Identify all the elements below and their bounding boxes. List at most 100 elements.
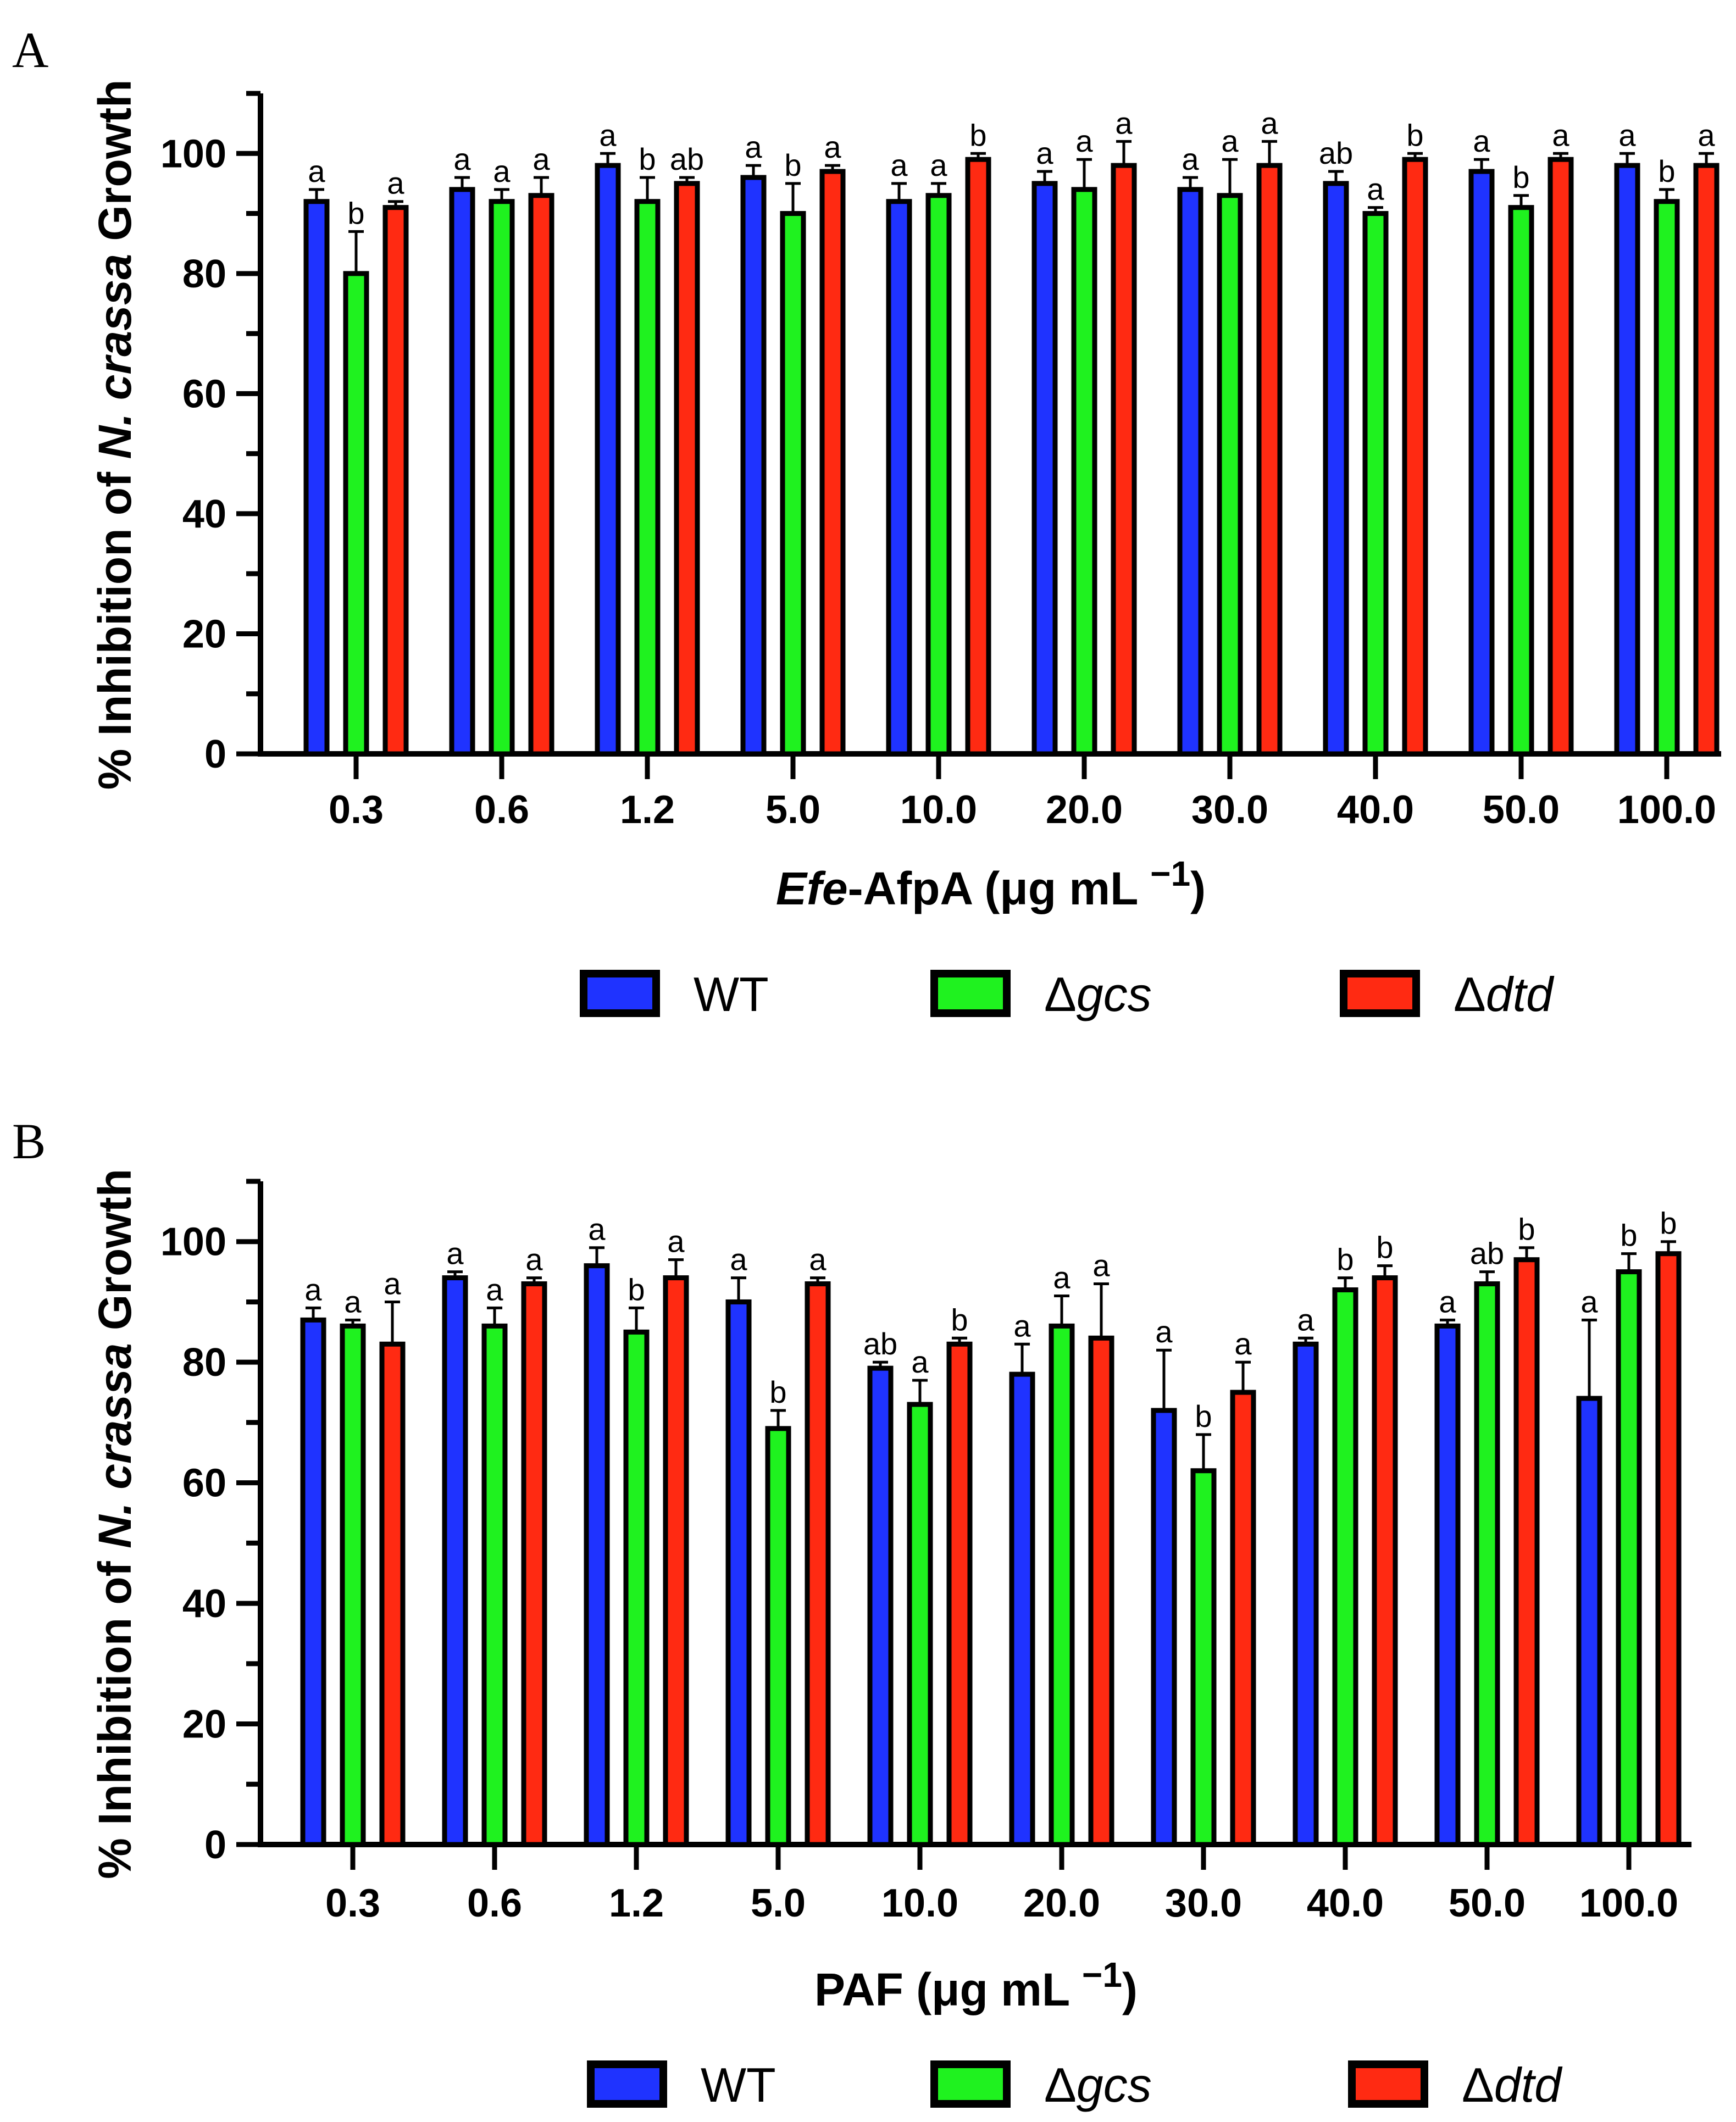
bar-WT xyxy=(1293,1341,1319,1847)
significance-label: a xyxy=(525,1242,543,1277)
significance-label: a xyxy=(493,154,511,188)
significance-label: a xyxy=(930,148,947,182)
significance-label: a xyxy=(745,130,762,164)
bar-gcs xyxy=(1474,1281,1500,1847)
significance-label: a xyxy=(1473,124,1490,158)
x-tick-label: 30.0 xyxy=(1165,1881,1242,1925)
y-tick-label: 0 xyxy=(204,732,226,776)
x-tick-label: 40.0 xyxy=(1307,1881,1384,1925)
bar-WT xyxy=(1468,169,1495,757)
y-tick-label: 40 xyxy=(182,1582,226,1626)
bar-WT xyxy=(1009,1371,1035,1847)
significance-label: a xyxy=(1552,118,1569,152)
panel-letter-b: B xyxy=(12,1113,46,1169)
bar-gcs xyxy=(1332,1287,1358,1847)
bar-WT xyxy=(1177,187,1203,757)
significance-label: b xyxy=(784,148,801,182)
legend-label-WT: WT xyxy=(694,967,769,1021)
legend-swatch-WT xyxy=(580,970,660,1017)
bar-gcs xyxy=(340,1323,366,1847)
bar-WT xyxy=(303,199,330,757)
bar-WT xyxy=(1614,163,1640,757)
significance-label: ab xyxy=(863,1326,897,1361)
bar-gcs xyxy=(1071,187,1097,757)
significance-label: a xyxy=(1698,118,1715,152)
y-tick-label: 40 xyxy=(182,492,226,536)
bar-WT xyxy=(595,163,621,757)
significance-label: a xyxy=(1439,1284,1456,1319)
bar-dtd xyxy=(528,193,554,757)
bar-gcs xyxy=(1654,199,1680,757)
significance-label: a xyxy=(344,1284,362,1319)
bar-dtd xyxy=(805,1281,831,1847)
x-tick-label: 50.0 xyxy=(1449,1881,1526,1925)
significance-label: a xyxy=(453,142,471,176)
significance-label: a xyxy=(1075,124,1093,158)
x-tick-label: 5.0 xyxy=(766,788,820,832)
x-tick-label: 40.0 xyxy=(1337,788,1414,832)
significance-label: a xyxy=(1036,136,1053,170)
x-tick-label: 5.0 xyxy=(751,1881,806,1925)
significance-label: a xyxy=(1092,1248,1110,1283)
significance-label: a xyxy=(1155,1314,1173,1349)
y-tick-label: 0 xyxy=(204,1823,226,1867)
significance-label: a xyxy=(1367,172,1384,207)
bar-dtd xyxy=(1402,157,1428,757)
legend-swatch-gcs xyxy=(930,2060,1011,2108)
x-tick-label: 0.3 xyxy=(325,1881,380,1925)
significance-label: b xyxy=(1518,1212,1535,1247)
bar-gcs xyxy=(1362,211,1389,757)
legend-label-gcs: Δgcs xyxy=(1044,967,1152,1021)
bar-dtd xyxy=(965,157,991,757)
x-tick-label: 1.2 xyxy=(609,1881,664,1925)
x-axis-title: PAF (μg mL −1) xyxy=(814,1955,1138,2015)
significance-label: b xyxy=(1658,154,1675,188)
y-axis-title: % Inhibition of N. crassa Growth xyxy=(89,1169,141,1879)
x-tick-label: 0.6 xyxy=(467,1881,522,1925)
bar-gcs xyxy=(1616,1269,1642,1847)
significance-label: a xyxy=(911,1345,929,1379)
panel-letter-a: A xyxy=(12,22,48,78)
bar-WT xyxy=(1434,1323,1461,1847)
bar-dtd xyxy=(946,1341,973,1847)
bar-dtd xyxy=(1256,163,1283,757)
significance-label: a xyxy=(1234,1326,1252,1361)
significance-label: b xyxy=(769,1375,786,1409)
bar-dtd xyxy=(1088,1335,1114,1847)
legend-swatch-WT xyxy=(587,2060,667,2108)
significance-label: a xyxy=(486,1272,503,1307)
bar-gcs xyxy=(481,1323,508,1847)
x-tick-label: 30.0 xyxy=(1191,788,1268,832)
significance-label: a xyxy=(588,1212,606,1247)
bar-dtd xyxy=(521,1281,547,1847)
significance-label: ab xyxy=(670,142,704,176)
significance-label: b xyxy=(969,118,986,152)
x-tick-label: 100.0 xyxy=(1617,788,1716,832)
bar-dtd xyxy=(382,205,409,757)
significance-label: a xyxy=(599,118,617,152)
x-tick-label: 100.0 xyxy=(1579,1881,1678,1925)
bar-gcs xyxy=(343,271,369,757)
significance-label: a xyxy=(387,166,404,201)
x-axis-title: Efe-AfpA (μg mL −1) xyxy=(776,854,1206,914)
significance-label: a xyxy=(809,1242,827,1277)
y-tick-label: 80 xyxy=(182,252,226,296)
bar-dtd xyxy=(1230,1390,1256,1847)
bar-gcs xyxy=(1508,205,1534,757)
bar-dtd xyxy=(1655,1251,1682,1847)
significance-label: b xyxy=(1195,1399,1212,1434)
bar-gcs xyxy=(1217,193,1243,757)
bar-dtd xyxy=(819,169,846,757)
bar-WT xyxy=(1576,1396,1602,1847)
legend-swatch-dtd xyxy=(1340,970,1420,1017)
bar-WT xyxy=(300,1317,326,1847)
significance-label: a xyxy=(533,142,550,176)
significance-label: a xyxy=(384,1266,401,1301)
y-tick-label: 100 xyxy=(160,1220,226,1264)
x-tick-label: 50.0 xyxy=(1483,788,1560,832)
bar-gcs xyxy=(623,1329,650,1847)
x-tick-label: 20.0 xyxy=(1023,1881,1100,1925)
significance-label: a xyxy=(304,1272,322,1307)
